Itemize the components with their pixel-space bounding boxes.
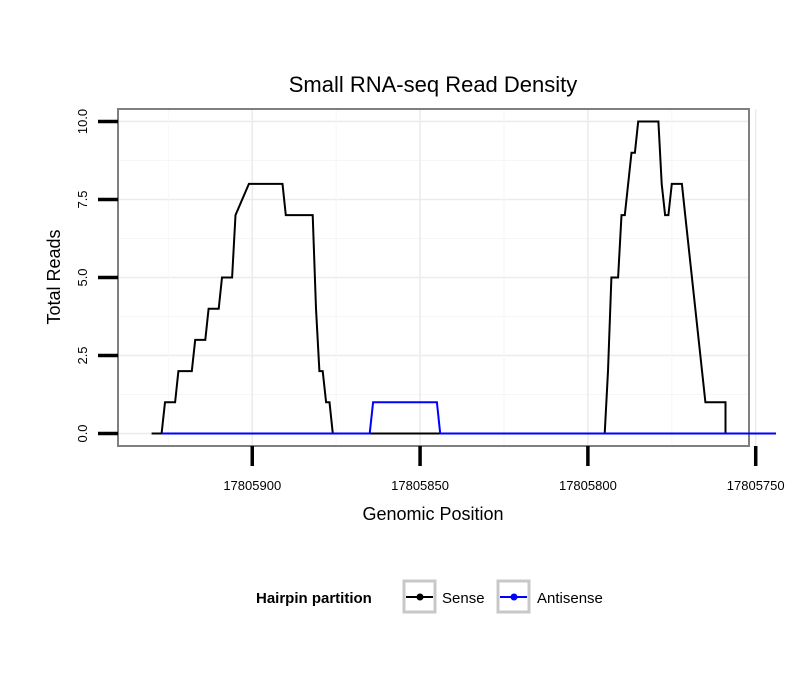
y-tick-label: 5.0	[75, 268, 90, 286]
y-tick-label: 10.0	[75, 109, 90, 134]
y-axis-title: Total Reads	[44, 229, 64, 324]
legend-label-sense: Sense	[442, 590, 485, 607]
chart-title: Small RNA-seq Read Density	[289, 72, 578, 97]
y-tick-label: 2.5	[75, 346, 90, 364]
legend-label-antisense: Antisense	[537, 590, 603, 607]
legend-title: Hairpin partition	[256, 590, 372, 607]
x-axis-title: Genomic Position	[362, 504, 503, 524]
series-layer	[151, 120, 776, 435]
legend-point-antisense	[510, 593, 518, 601]
series-line-antisense	[161, 401, 776, 435]
axis-ticks: 0.0 2.5 5.0 7.5 10.0 17805900 17805850 17805800…	[75, 109, 785, 493]
legend: Hairpin partition Sense Antisense	[256, 579, 603, 614]
x-tick-label: 17805750	[727, 478, 785, 493]
series-line-sense	[151, 120, 776, 435]
legend-point-sense	[416, 593, 424, 601]
x-tick-label: 17805850	[391, 478, 449, 493]
y-tick-label: 7.5	[75, 190, 90, 208]
x-tick-label: 17805800	[559, 478, 617, 493]
x-tick-label: 17805900	[223, 478, 281, 493]
y-tick-label: 0.0	[75, 424, 90, 442]
grid-lines	[118, 109, 757, 446]
